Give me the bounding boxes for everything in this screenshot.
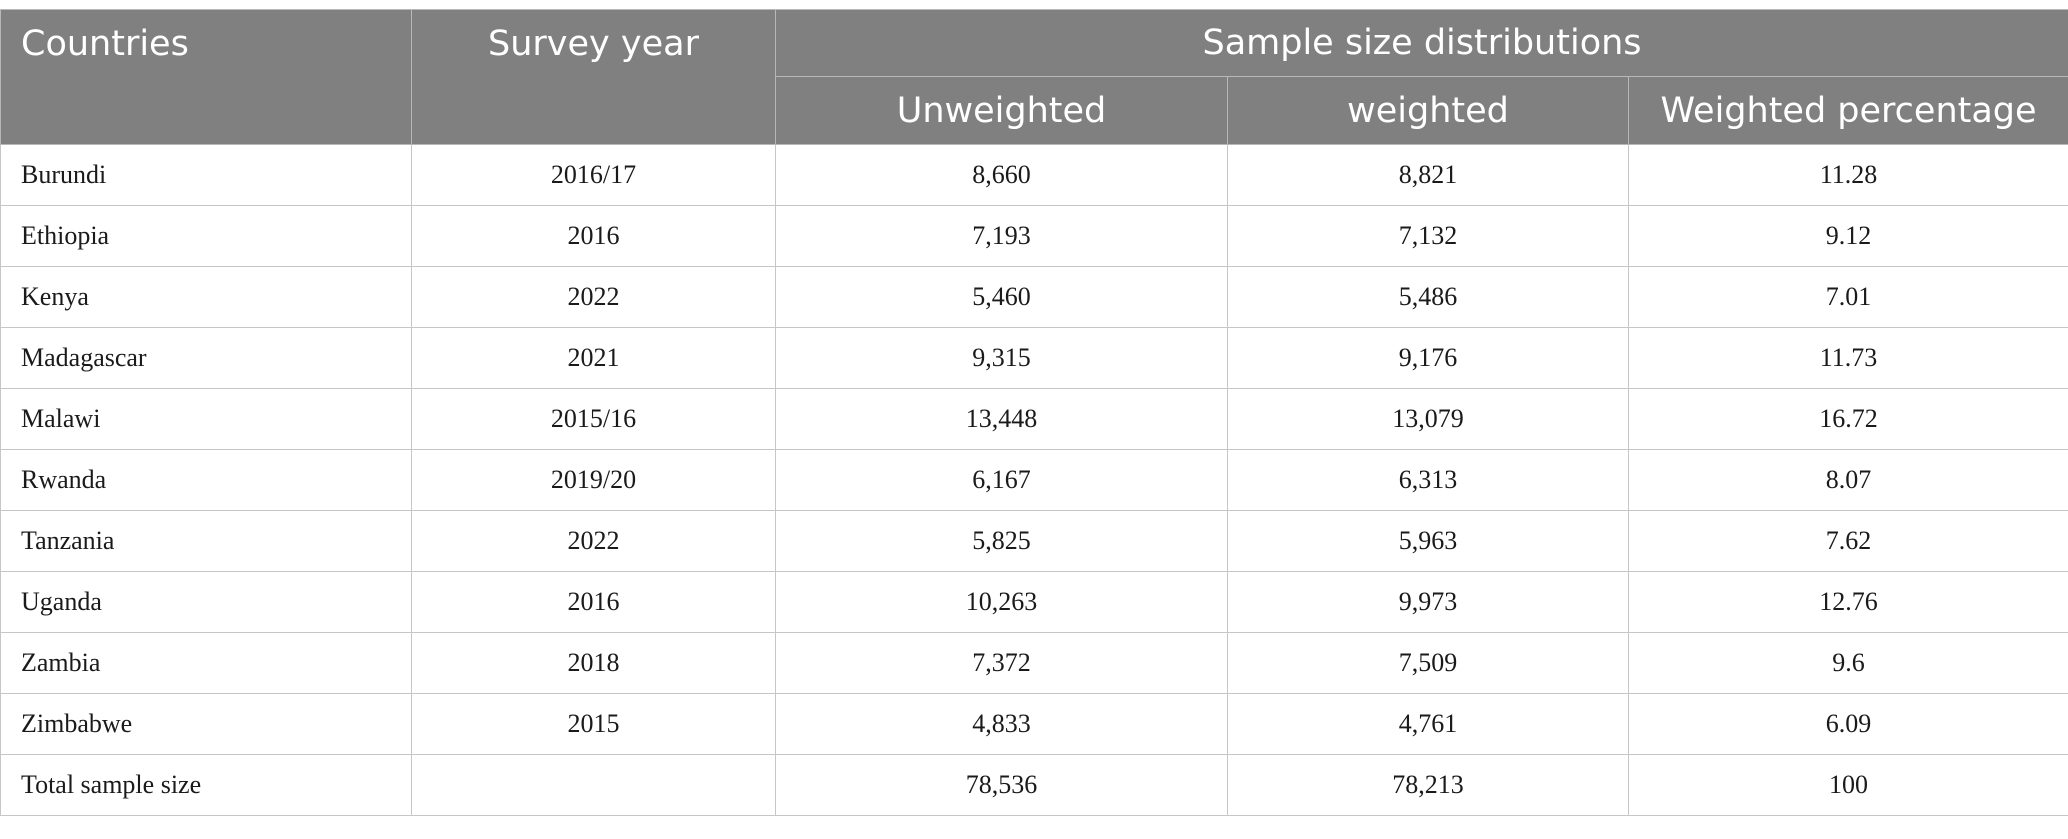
cell-weighted: 9,973 (1227, 571, 1629, 633)
cell-unweighted: 4,833 (775, 693, 1228, 755)
cell-weighted: 8,821 (1227, 144, 1629, 206)
cell-weighted: 7,132 (1227, 205, 1629, 267)
cell-weighted-percentage: 11.28 (1627, 144, 2068, 206)
cell-country: Zambia (0, 632, 412, 694)
cell-unweighted: 13,448 (775, 388, 1228, 450)
table-row: Malawi 2015/16 13,448 13,079 16.72 (0, 388, 2068, 450)
header-survey-year: Survey year (411, 9, 776, 145)
cell-weighted-percentage: 16.72 (1627, 388, 2068, 450)
cell-survey-year: 2016/17 (411, 144, 776, 206)
cell-unweighted: 78,536 (775, 754, 1228, 816)
header-weighted-percentage: Weighted percentage (1627, 76, 2068, 145)
cell-weighted: 4,761 (1227, 693, 1629, 755)
cell-survey-year: 2016 (411, 205, 776, 267)
table-row-total: Total sample size 78,536 78,213 100 (0, 754, 2068, 816)
cell-unweighted: 5,460 (775, 266, 1228, 328)
header-countries: Countries (0, 9, 412, 145)
table-row: Rwanda 2019/20 6,167 6,313 8.07 (0, 449, 2068, 511)
cell-survey-year: 2015/16 (411, 388, 776, 450)
cell-survey-year (411, 754, 776, 816)
cell-country: Ethiopia (0, 205, 412, 267)
cell-country: Total sample size (0, 754, 412, 816)
cell-survey-year: 2015 (411, 693, 776, 755)
cell-country: Zimbabwe (0, 693, 412, 755)
cell-weighted-percentage: 9.12 (1627, 205, 2068, 267)
cell-weighted-percentage: 11.73 (1627, 327, 2068, 389)
table-row: Burundi 2016/17 8,660 8,821 11.28 (0, 144, 2068, 206)
cell-country: Malawi (0, 388, 412, 450)
table-header: Countries Survey year Sample size distri… (0, 9, 2068, 145)
cell-survey-year: 2021 (411, 327, 776, 389)
cell-survey-year: 2018 (411, 632, 776, 694)
table-row: Madagascar 2021 9,315 9,176 11.73 (0, 327, 2068, 389)
cell-weighted: 9,176 (1227, 327, 1629, 389)
cell-unweighted: 9,315 (775, 327, 1228, 389)
cell-weighted-percentage: 8.07 (1627, 449, 2068, 511)
header-sample-size-distributions: Sample size distributions (774, 9, 2068, 77)
cell-unweighted: 7,372 (775, 632, 1228, 694)
cell-unweighted: 10,263 (775, 571, 1228, 633)
table-row: Tanzania 2022 5,825 5,963 7.62 (0, 510, 2068, 572)
cell-weighted-percentage: 7.62 (1627, 510, 2068, 572)
cell-survey-year: 2022 (411, 510, 776, 572)
cell-country: Kenya (0, 266, 412, 328)
cell-weighted: 6,313 (1227, 449, 1629, 511)
table-row: Zambia 2018 7,372 7,509 9.6 (0, 632, 2068, 694)
cell-weighted: 5,486 (1227, 266, 1629, 328)
cell-unweighted: 7,193 (775, 205, 1228, 267)
table-row: Kenya 2022 5,460 5,486 7.01 (0, 266, 2068, 328)
cell-weighted: 7,509 (1227, 632, 1629, 694)
cell-country: Rwanda (0, 449, 412, 511)
cell-unweighted: 5,825 (775, 510, 1228, 572)
cell-weighted-percentage: 6.09 (1627, 693, 2068, 755)
cell-weighted: 5,963 (1227, 510, 1629, 572)
header-unweighted: Unweighted (775, 76, 1228, 145)
cell-country: Madagascar (0, 327, 412, 389)
cell-unweighted: 8,660 (775, 144, 1228, 206)
cell-country: Uganda (0, 571, 412, 633)
table-row: Zimbabwe 2015 4,833 4,761 6.09 (0, 693, 2068, 755)
cell-survey-year: 2016 (411, 571, 776, 633)
cell-weighted-percentage: 100 (1627, 754, 2068, 816)
cell-unweighted: 6,167 (775, 449, 1228, 511)
cell-survey-year: 2022 (411, 266, 776, 328)
table-row: Uganda 2016 10,263 9,973 12.76 (0, 571, 2068, 633)
cell-weighted-percentage: 9.6 (1627, 632, 2068, 694)
cell-survey-year: 2019/20 (411, 449, 776, 511)
cell-weighted-percentage: 12.76 (1627, 571, 2068, 633)
cell-country: Burundi (0, 144, 412, 206)
cell-weighted: 13,079 (1227, 388, 1629, 450)
cell-weighted: 78,213 (1227, 754, 1629, 816)
header-weighted: weighted (1227, 76, 1629, 145)
cell-weighted-percentage: 7.01 (1627, 266, 2068, 328)
cell-country: Tanzania (0, 510, 412, 572)
table-row: Ethiopia 2016 7,193 7,132 9.12 (0, 205, 2068, 267)
sample-size-table: Countries Survey year Sample size distri… (0, 9, 2068, 816)
table-body: Burundi 2016/17 8,660 8,821 11.28 Ethiop… (0, 144, 2068, 816)
